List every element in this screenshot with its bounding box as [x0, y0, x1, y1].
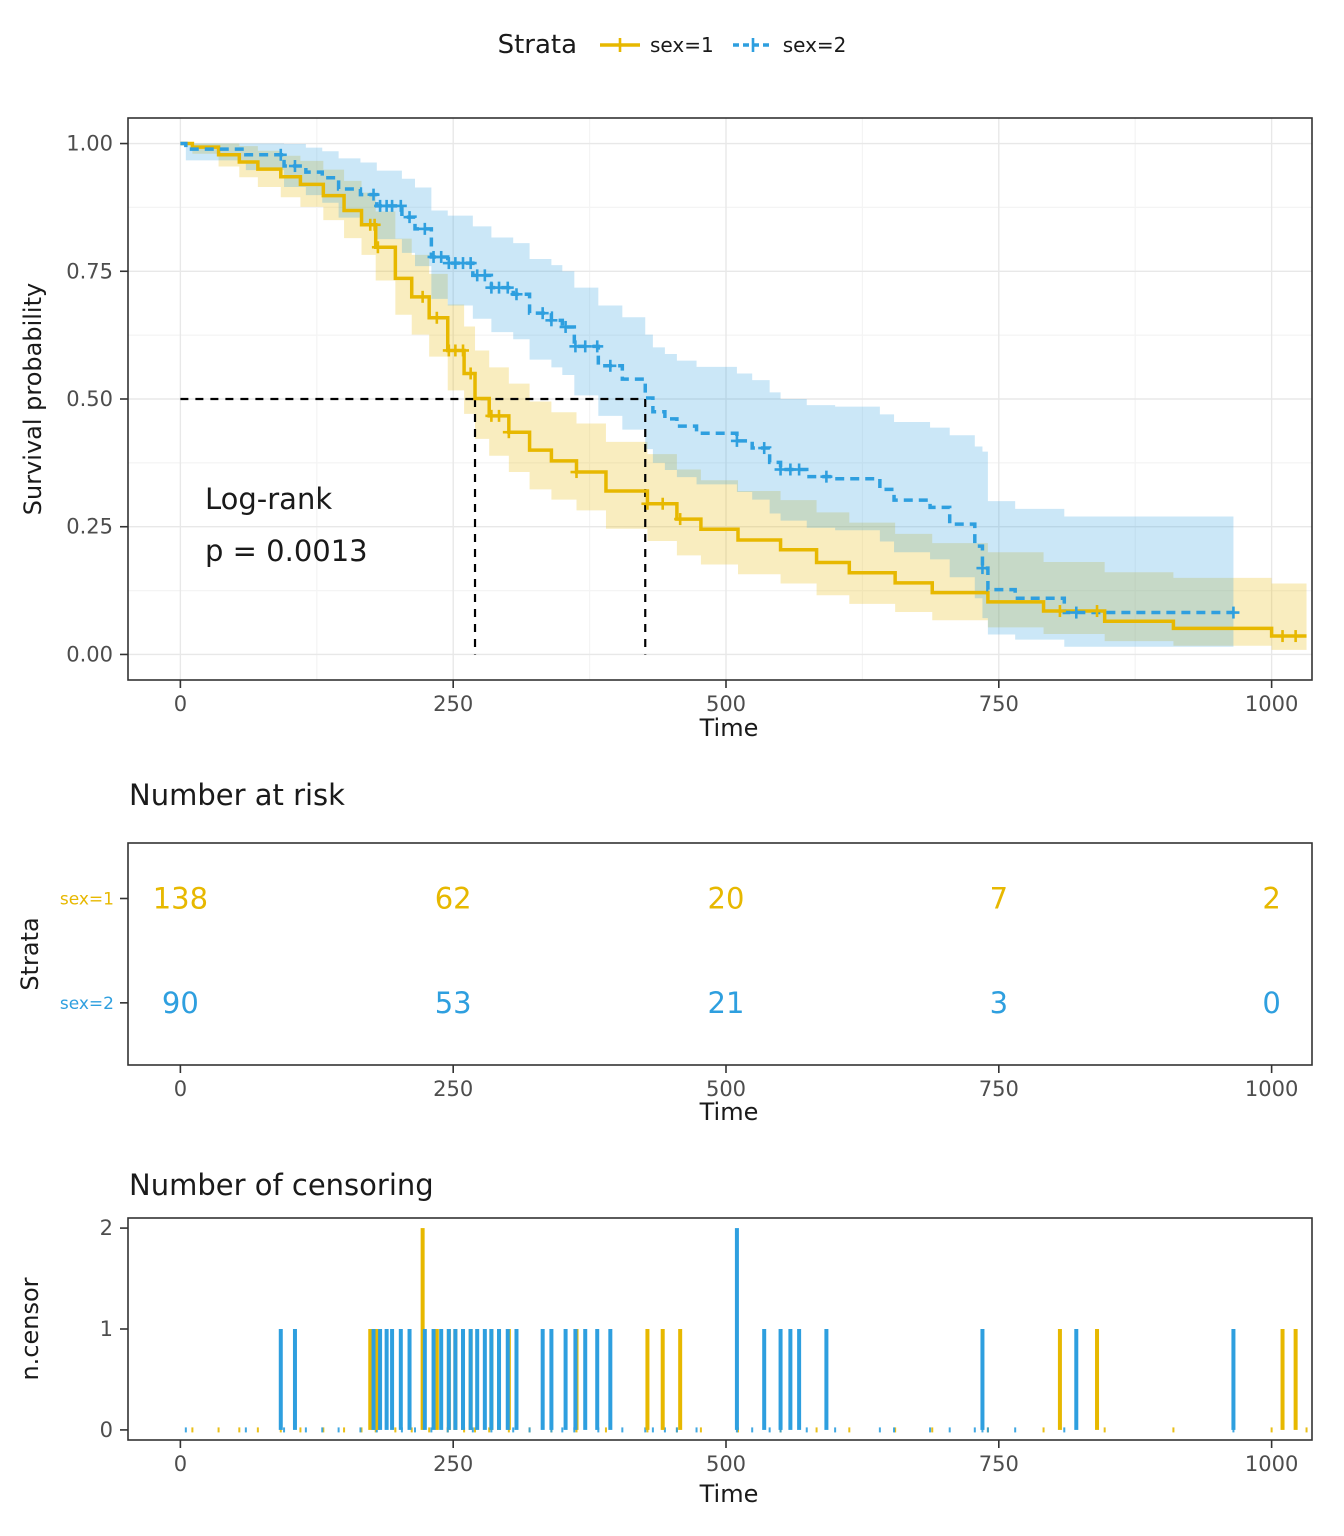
legend-item-sex2: sex=2 — [730, 30, 847, 60]
svg-text:0.00: 0.00 — [66, 642, 113, 666]
svg-text:138: 138 — [153, 882, 208, 916]
x-axis-title-time-main: Time — [699, 714, 759, 742]
svg-text:53: 53 — [435, 986, 472, 1020]
svg-text:20: 20 — [708, 882, 745, 916]
svg-text:1000: 1000 — [1245, 1077, 1298, 1101]
svg-text:750: 750 — [979, 1452, 1019, 1476]
svg-text:500: 500 — [706, 692, 746, 716]
legend-key-sex1-icon — [600, 38, 641, 52]
svg-text:2: 2 — [1262, 882, 1280, 916]
x-axis-title-time-censor: Time — [699, 1480, 759, 1508]
svg-text:750: 750 — [979, 1077, 1019, 1101]
svg-text:2: 2 — [100, 1216, 113, 1240]
svg-text:1.00: 1.00 — [66, 132, 113, 156]
svg-text:0: 0 — [100, 1418, 113, 1442]
svg-text:0: 0 — [174, 1077, 187, 1101]
svg-text:sex=2: sex=2 — [60, 994, 114, 1014]
y-axis-title-survival: Survival probability — [19, 282, 47, 516]
svg-text:62: 62 — [435, 882, 472, 916]
legend: Strata sex=1 sex=2 — [0, 30, 1344, 60]
svg-text:750: 750 — [979, 692, 1019, 716]
svg-text:250: 250 — [433, 1077, 473, 1101]
svg-text:0.50: 0.50 — [66, 387, 113, 411]
x-axis-title-time-risk: Time — [699, 1098, 759, 1126]
svg-text:1000: 1000 — [1245, 1452, 1298, 1476]
svg-text:250: 250 — [433, 1452, 473, 1476]
legend-label-sex1: sex=1 — [650, 33, 714, 57]
legend-item-sex1: sex=1 — [597, 30, 714, 60]
legend-label-sex2: sex=2 — [782, 33, 847, 57]
svg-text:1000: 1000 — [1245, 692, 1298, 716]
svg-text:500: 500 — [706, 1452, 746, 1476]
y-axis-title-strata: Strata — [16, 917, 44, 991]
svg-text:0: 0 — [1262, 986, 1280, 1020]
legend-title: Strata — [497, 30, 578, 60]
svg-text:0.75: 0.75 — [66, 259, 113, 283]
svg-text:21: 21 — [708, 986, 745, 1020]
legend-key-sex2-icon — [732, 38, 773, 52]
svg-text:0.25: 0.25 — [66, 515, 113, 539]
svg-text:7: 7 — [990, 882, 1008, 916]
svg-text:sex=1: sex=1 — [60, 890, 114, 910]
risk-table-title: Number at risk — [129, 778, 345, 812]
pvalue-label: p = 0.0013 — [205, 534, 368, 568]
svg-text:0: 0 — [174, 1452, 187, 1476]
censor-plot-title: Number of censoring — [129, 1168, 434, 1202]
logrank-label: Log-rank — [205, 482, 333, 516]
svg-text:90: 90 — [162, 986, 199, 1020]
svg-text:1: 1 — [100, 1317, 113, 1341]
svg-text:3: 3 — [990, 986, 1008, 1020]
svg-text:500: 500 — [706, 1077, 746, 1101]
svg-text:0: 0 — [174, 692, 187, 716]
y-axis-title-ncensor: n.censor — [16, 1277, 44, 1381]
svg-text:250: 250 — [433, 692, 473, 716]
